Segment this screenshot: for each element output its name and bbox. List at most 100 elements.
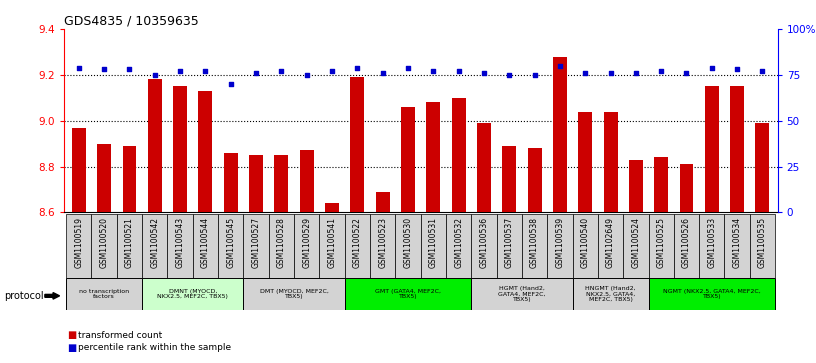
Point bbox=[553, 63, 566, 69]
Bar bbox=[122, 146, 136, 212]
Bar bbox=[142, 278, 243, 310]
Text: GSM1100545: GSM1100545 bbox=[226, 217, 235, 269]
Text: NGMT (NKX2.5, GATA4, MEF2C,
TBX5): NGMT (NKX2.5, GATA4, MEF2C, TBX5) bbox=[663, 289, 761, 299]
Bar bbox=[268, 214, 294, 278]
Text: GSM1100534: GSM1100534 bbox=[733, 217, 742, 269]
Bar bbox=[604, 111, 618, 212]
Bar bbox=[420, 214, 446, 278]
Bar bbox=[319, 214, 344, 278]
Text: GSM1100531: GSM1100531 bbox=[428, 217, 438, 268]
Bar bbox=[452, 98, 466, 212]
Bar bbox=[375, 192, 389, 212]
Bar bbox=[598, 214, 623, 278]
Text: ■: ■ bbox=[67, 343, 76, 353]
Bar bbox=[725, 214, 750, 278]
Point bbox=[452, 68, 465, 74]
Bar bbox=[654, 158, 668, 212]
Text: GSM1100543: GSM1100543 bbox=[175, 217, 184, 269]
Bar bbox=[472, 278, 573, 310]
Bar bbox=[528, 148, 542, 212]
Point bbox=[579, 70, 592, 76]
Point bbox=[376, 70, 389, 76]
Bar bbox=[193, 214, 218, 278]
Bar bbox=[294, 214, 319, 278]
Bar bbox=[680, 164, 694, 212]
Bar bbox=[674, 214, 699, 278]
Bar bbox=[497, 214, 522, 278]
Bar bbox=[548, 214, 573, 278]
Bar bbox=[243, 278, 344, 310]
Point bbox=[730, 66, 743, 72]
Bar bbox=[142, 214, 167, 278]
Bar bbox=[730, 86, 744, 212]
Bar bbox=[522, 214, 548, 278]
Text: GSM1100523: GSM1100523 bbox=[378, 217, 387, 268]
Point bbox=[224, 81, 237, 87]
Point bbox=[756, 68, 769, 74]
Bar bbox=[299, 151, 313, 212]
Text: transformed count: transformed count bbox=[78, 331, 162, 339]
Bar bbox=[573, 278, 649, 310]
Point bbox=[174, 68, 187, 74]
Bar bbox=[198, 91, 212, 212]
Text: DMNT (MYOCD,
NKX2.5, MEF2C, TBX5): DMNT (MYOCD, NKX2.5, MEF2C, TBX5) bbox=[157, 289, 228, 299]
Text: GSM1100529: GSM1100529 bbox=[302, 217, 311, 268]
Bar bbox=[750, 214, 775, 278]
Text: GSM1100536: GSM1100536 bbox=[480, 217, 489, 269]
Point bbox=[528, 72, 541, 78]
Point bbox=[326, 68, 339, 74]
Text: DMT (MYOCD, MEF2C,
TBX5): DMT (MYOCD, MEF2C, TBX5) bbox=[259, 289, 329, 299]
Point bbox=[73, 65, 86, 70]
Bar bbox=[629, 160, 643, 212]
Bar bbox=[649, 214, 674, 278]
Point bbox=[604, 70, 617, 76]
Bar bbox=[66, 214, 91, 278]
Text: GSM1100533: GSM1100533 bbox=[707, 217, 716, 269]
Bar bbox=[243, 214, 268, 278]
Bar bbox=[167, 214, 193, 278]
Text: protocol: protocol bbox=[4, 291, 44, 301]
Text: GSM1100525: GSM1100525 bbox=[657, 217, 666, 268]
Text: no transcription
factors: no transcription factors bbox=[79, 289, 129, 299]
Bar bbox=[756, 123, 769, 212]
Bar bbox=[503, 146, 517, 212]
Point bbox=[275, 68, 288, 74]
Bar bbox=[91, 214, 117, 278]
Text: GSM1100530: GSM1100530 bbox=[403, 217, 413, 269]
Bar bbox=[325, 203, 339, 212]
Bar bbox=[218, 214, 243, 278]
Text: GSM1100537: GSM1100537 bbox=[505, 217, 514, 269]
Text: percentile rank within the sample: percentile rank within the sample bbox=[78, 343, 232, 352]
Text: GSM1100538: GSM1100538 bbox=[530, 217, 539, 268]
Bar bbox=[472, 214, 497, 278]
Bar bbox=[249, 155, 263, 212]
Bar bbox=[173, 86, 187, 212]
Bar bbox=[224, 153, 237, 212]
Text: GSM1100526: GSM1100526 bbox=[682, 217, 691, 268]
Point bbox=[123, 66, 136, 72]
Bar bbox=[148, 79, 162, 212]
Point bbox=[98, 66, 111, 72]
Text: GSM1100541: GSM1100541 bbox=[327, 217, 336, 268]
Bar bbox=[705, 86, 719, 212]
Bar bbox=[117, 214, 142, 278]
Bar bbox=[370, 214, 395, 278]
Point bbox=[477, 70, 490, 76]
Text: GMT (GATA4, MEF2C,
TBX5): GMT (GATA4, MEF2C, TBX5) bbox=[375, 289, 441, 299]
Text: GSM1100520: GSM1100520 bbox=[100, 217, 109, 268]
Text: GSM1100527: GSM1100527 bbox=[251, 217, 260, 268]
Bar bbox=[426, 102, 441, 212]
Text: HNGMT (Hand2,
NKX2.5, GATA4,
MEF2C, TBX5): HNGMT (Hand2, NKX2.5, GATA4, MEF2C, TBX5… bbox=[585, 286, 636, 302]
Text: GSM1100535: GSM1100535 bbox=[758, 217, 767, 269]
Bar bbox=[344, 214, 370, 278]
Bar bbox=[97, 144, 111, 212]
Bar bbox=[446, 214, 472, 278]
Point bbox=[351, 65, 364, 70]
Point bbox=[427, 68, 440, 74]
Bar bbox=[66, 278, 142, 310]
Point bbox=[629, 70, 642, 76]
Bar bbox=[649, 278, 775, 310]
Point bbox=[654, 68, 667, 74]
Text: GSM1100524: GSM1100524 bbox=[632, 217, 641, 268]
Point bbox=[705, 65, 718, 70]
